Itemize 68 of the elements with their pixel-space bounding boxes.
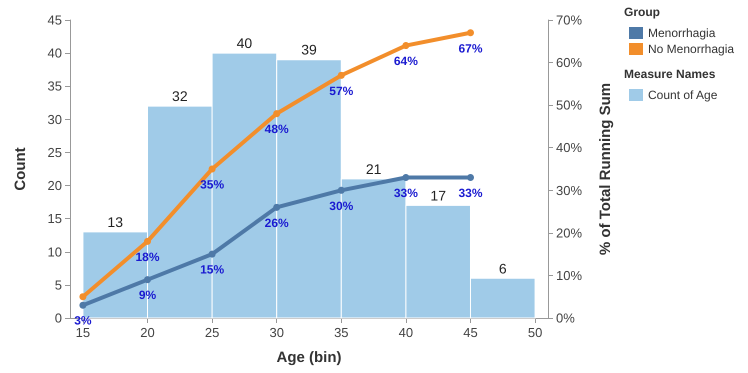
data-label: 30% [329, 198, 354, 213]
legend-title: Group [624, 5, 660, 19]
data-label: 17 [430, 187, 446, 204]
data-label: 33% [458, 186, 483, 200]
data-label: 40 [236, 35, 252, 52]
legend-label: Count of Age [648, 88, 718, 102]
point [273, 110, 280, 118]
data-label: 67% [458, 41, 483, 56]
data-label: 3% [74, 314, 92, 328]
legend-label: No Menorrhagia [648, 42, 734, 56]
data-label: 15% [200, 262, 224, 277]
data-label: 48% [264, 122, 290, 136]
data-label: 32 [172, 88, 188, 104]
point [79, 302, 86, 309]
y-tick-label: 15 [48, 211, 62, 226]
data-label: 64% [394, 54, 418, 68]
x-tick-label: 20 [140, 325, 155, 340]
y2-tick-label: 0% [556, 310, 576, 326]
y-tick-label: 40 [48, 46, 62, 61]
y-tick-label: 5 [54, 277, 62, 292]
x-tick-label: 40 [398, 325, 414, 340]
x-tick-label: 30 [269, 325, 284, 340]
x-tick-label: 45 [463, 325, 478, 340]
data-label: 18% [136, 250, 160, 264]
y-tick-label: 10 [48, 244, 62, 260]
data-label: 6 [498, 260, 507, 276]
legend-label: Menorrhagia [648, 26, 716, 40]
text: Measure Names [624, 67, 716, 81]
data-label: 57% [329, 84, 354, 98]
y2-tick-label: 70% [556, 12, 582, 28]
point [466, 174, 474, 182]
y2-tick-label: 60% [556, 55, 582, 70]
x-axis-title: Age (bin) [276, 349, 342, 366]
y-tick-label: 35 [48, 78, 62, 94]
point [79, 293, 86, 300]
point [402, 174, 410, 182]
y2-tick-label: 10% [556, 268, 582, 283]
point [338, 186, 345, 194]
data-label: 26% [264, 216, 290, 230]
data-label: 35% [200, 178, 224, 192]
point [466, 29, 474, 36]
y-tick-label: 0 [54, 310, 62, 326]
point [208, 250, 216, 258]
x-tick-label: 35 [334, 325, 349, 340]
y-axis-title: Count [12, 147, 29, 191]
y-tick-label: 25 [48, 144, 62, 160]
data-label: 21 [366, 160, 382, 177]
y2-tick-label: 50% [556, 98, 582, 113]
data-label: 9% [138, 288, 157, 302]
data-label: 13 [107, 214, 124, 230]
y-tick-label: 30 [48, 112, 62, 127]
y2-tick-label: 40% [556, 140, 582, 156]
y2-axis-title: % of Total Running Sum [597, 82, 614, 256]
point [208, 166, 216, 172]
y2-tick-label: 30% [556, 182, 582, 198]
data-label: 33% [394, 186, 418, 200]
y2-tick-label: 20% [556, 225, 582, 240]
point [144, 276, 152, 284]
point [144, 238, 152, 245]
point [338, 72, 345, 79]
point [402, 42, 410, 50]
x-tick-label: 25 [204, 325, 220, 340]
y-tick-label: 45 [48, 12, 62, 28]
x-tick-label: 15 [76, 325, 90, 340]
data-label: 39 [301, 42, 317, 58]
point [273, 204, 280, 211]
y-tick-label: 20 [48, 178, 62, 194]
x-tick-label: 50 [528, 325, 542, 340]
